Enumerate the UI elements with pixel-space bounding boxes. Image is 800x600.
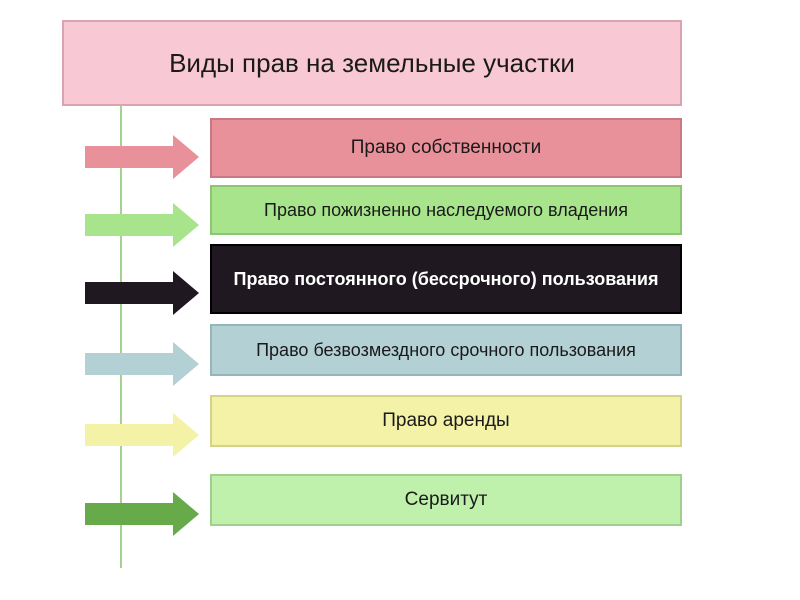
arrow-icon xyxy=(85,203,199,247)
arrow-shaft xyxy=(85,214,173,236)
arrow-head-icon xyxy=(173,492,199,536)
item-box: Сервитут xyxy=(210,474,682,526)
item-label: Право пожизненно наследуемого владения xyxy=(264,200,628,221)
arrow-shaft xyxy=(85,146,173,168)
item-label: Право постоянного (бессрочного) пользова… xyxy=(234,269,659,290)
arrow-icon xyxy=(85,135,199,179)
arrow-icon xyxy=(85,271,199,315)
arrow-head-icon xyxy=(173,342,199,386)
arrow-icon xyxy=(85,492,199,536)
arrow-icon xyxy=(85,413,199,457)
item-label: Право аренды xyxy=(382,410,509,432)
item-box: Право постоянного (бессрочного) пользова… xyxy=(210,244,682,314)
title-label: Виды прав на земельные участки xyxy=(169,48,575,79)
item-box: Право безвозмездного срочного пользовани… xyxy=(210,324,682,376)
item-label: Сервитут xyxy=(405,489,488,511)
arrow-icon xyxy=(85,342,199,386)
arrow-shaft xyxy=(85,282,173,304)
arrow-head-icon xyxy=(173,271,199,315)
arrow-shaft xyxy=(85,424,173,446)
title-box: Виды прав на земельные участки xyxy=(62,20,682,106)
arrow-shaft xyxy=(85,503,173,525)
item-box: Право пожизненно наследуемого владения xyxy=(210,185,682,235)
arrow-head-icon xyxy=(173,413,199,457)
arrow-head-icon xyxy=(173,135,199,179)
item-box: Право аренды xyxy=(210,395,682,447)
arrow-shaft xyxy=(85,353,173,375)
item-box: Право собственности xyxy=(210,118,682,178)
item-label: Право собственности xyxy=(351,137,541,159)
arrow-head-icon xyxy=(173,203,199,247)
item-label: Право безвозмездного срочного пользовани… xyxy=(256,340,636,361)
